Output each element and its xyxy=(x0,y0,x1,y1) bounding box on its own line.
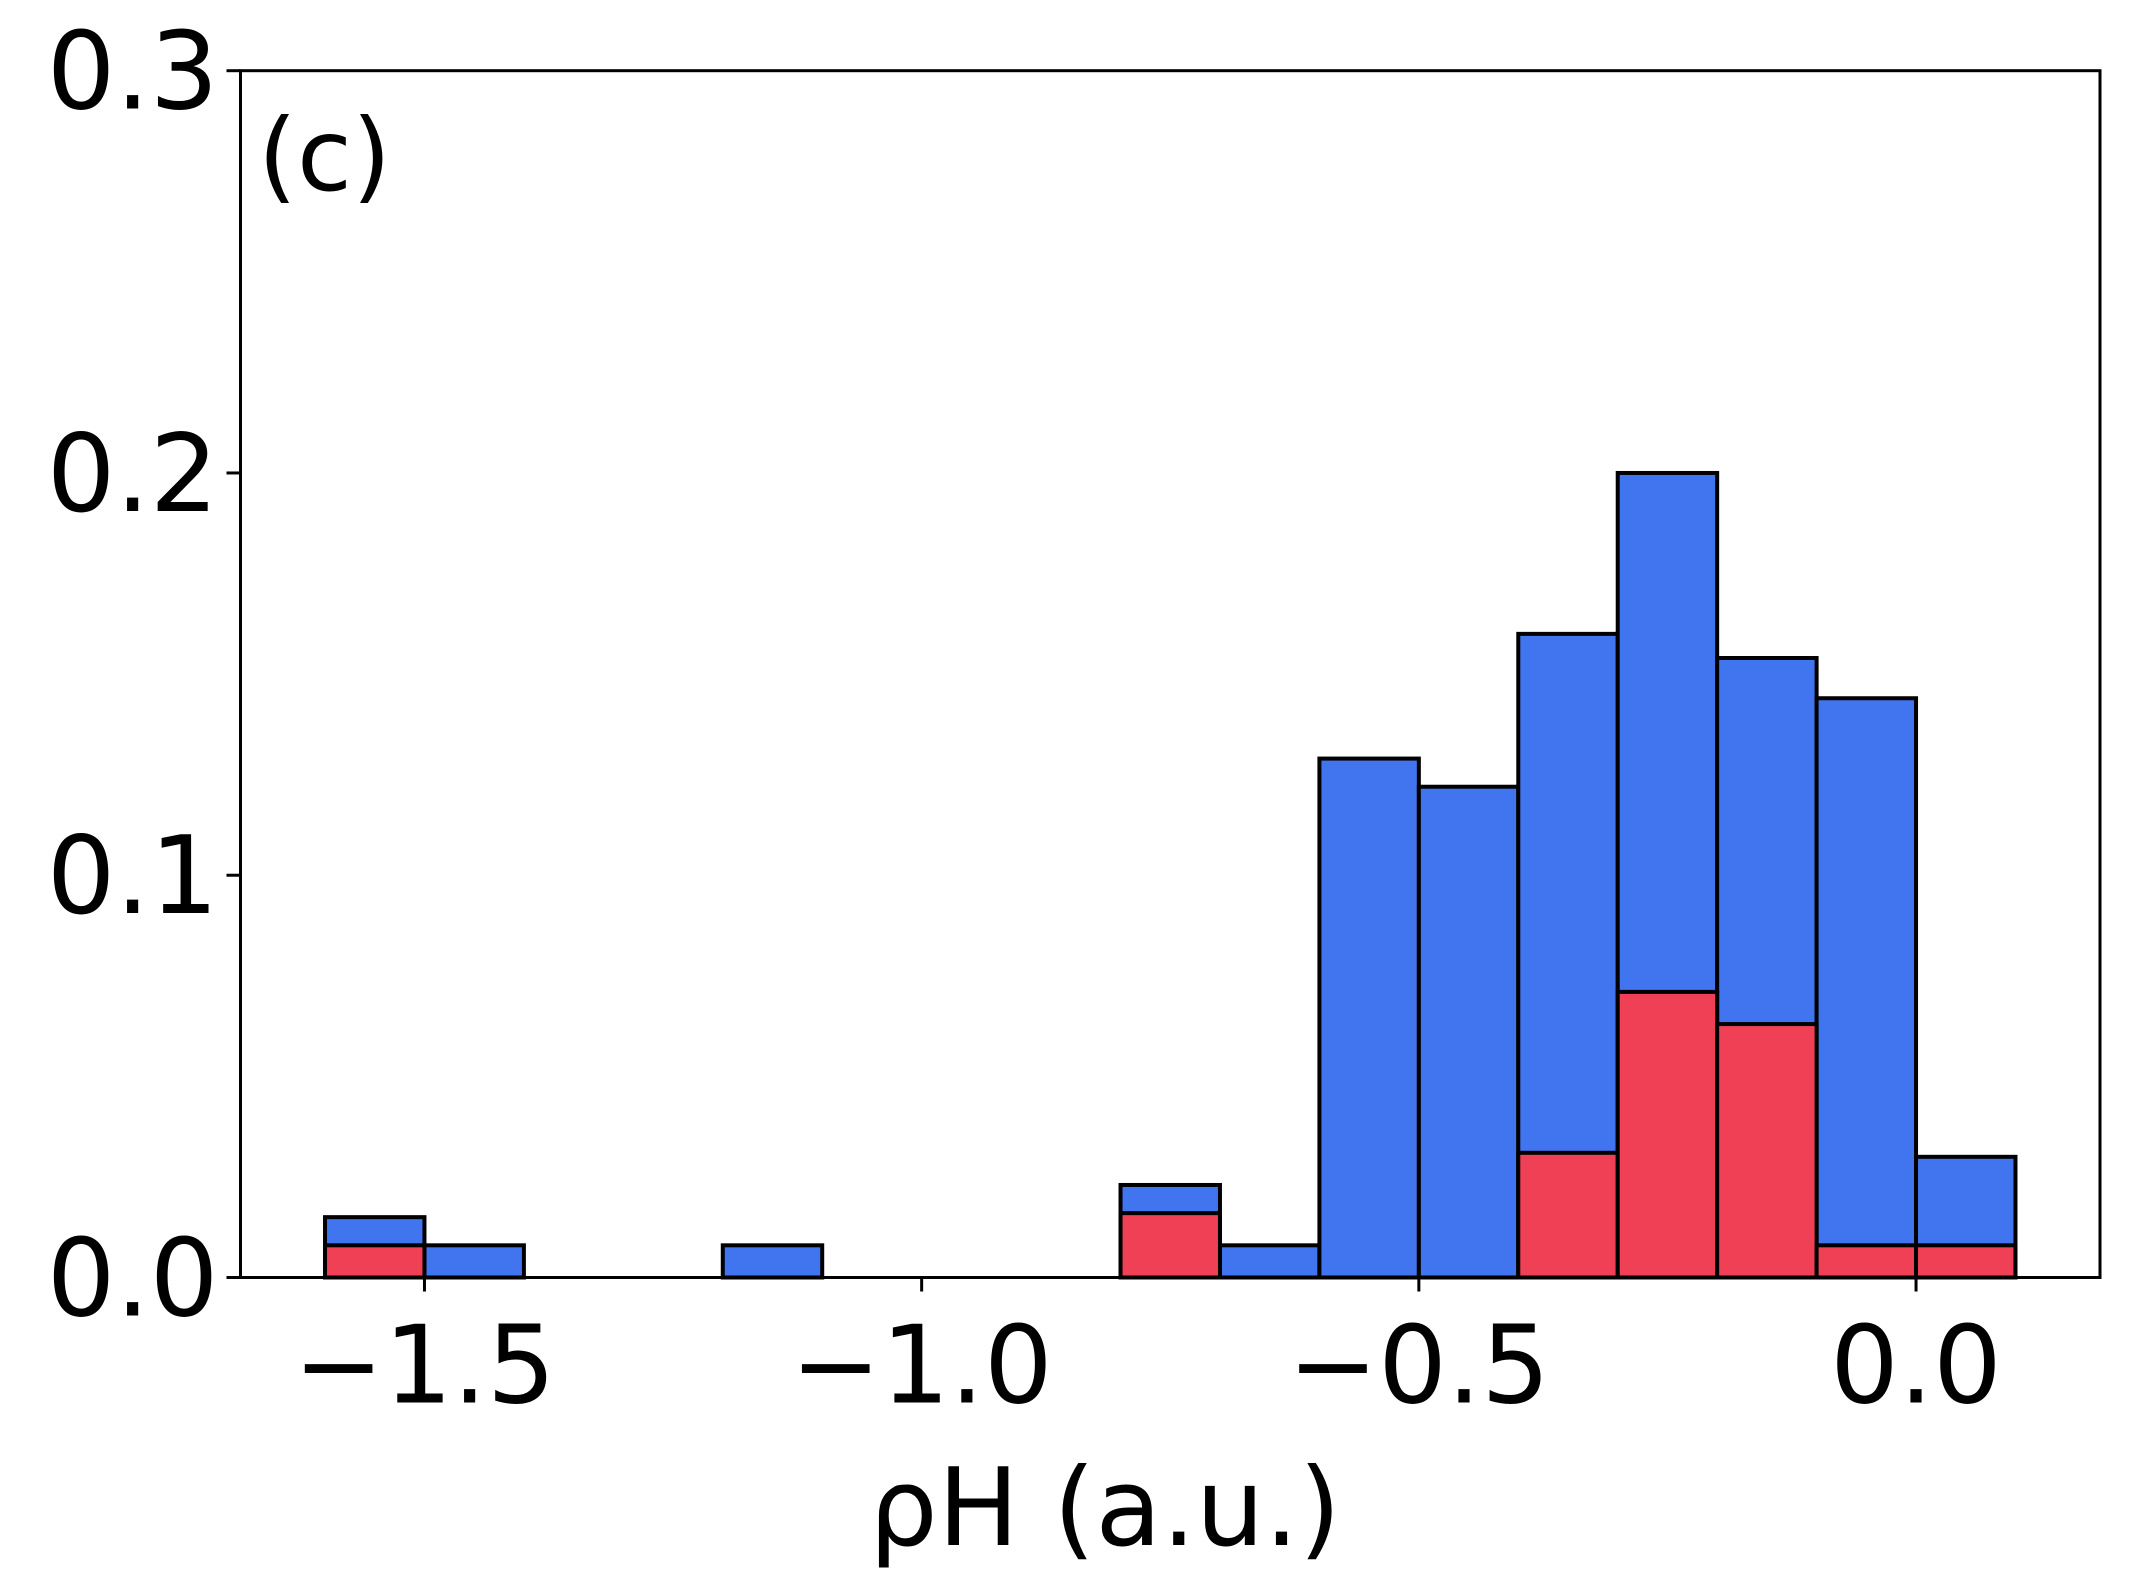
histogram-bar xyxy=(323,1243,427,1280)
plot-frame xyxy=(239,69,2102,1280)
y-tick-label: 0.1 xyxy=(47,814,219,939)
histogram-bar xyxy=(1914,1243,2018,1280)
histogram-bar xyxy=(1814,696,1919,1280)
histogram-bar xyxy=(1715,1022,1819,1280)
histogram-bar xyxy=(1615,989,1720,1280)
histogram-bar xyxy=(1516,1150,1620,1280)
histogram-bar xyxy=(1217,1243,1322,1280)
histogram-bar xyxy=(422,1243,526,1280)
y-tick-label: 0.0 xyxy=(47,1217,219,1342)
histogram-bar xyxy=(1814,1243,1919,1280)
histogram-bar xyxy=(1317,756,1421,1280)
y-tick-label: 0.2 xyxy=(47,412,219,537)
x-tick-label: −1.5 xyxy=(293,1304,555,1429)
x-tick-label: −1.0 xyxy=(791,1304,1053,1429)
x-axis-label: ρH (a.u.) xyxy=(869,1446,1341,1571)
y-tick-label: 0.3 xyxy=(47,10,219,135)
histogram-bar xyxy=(1118,1211,1222,1280)
histogram-bar xyxy=(1416,784,1521,1280)
x-tick-label: 0.0 xyxy=(1830,1304,2002,1429)
histogram-bar xyxy=(720,1243,825,1280)
x-tick-label: −0.5 xyxy=(1288,1304,1550,1429)
panel-label: (c) xyxy=(258,97,391,214)
